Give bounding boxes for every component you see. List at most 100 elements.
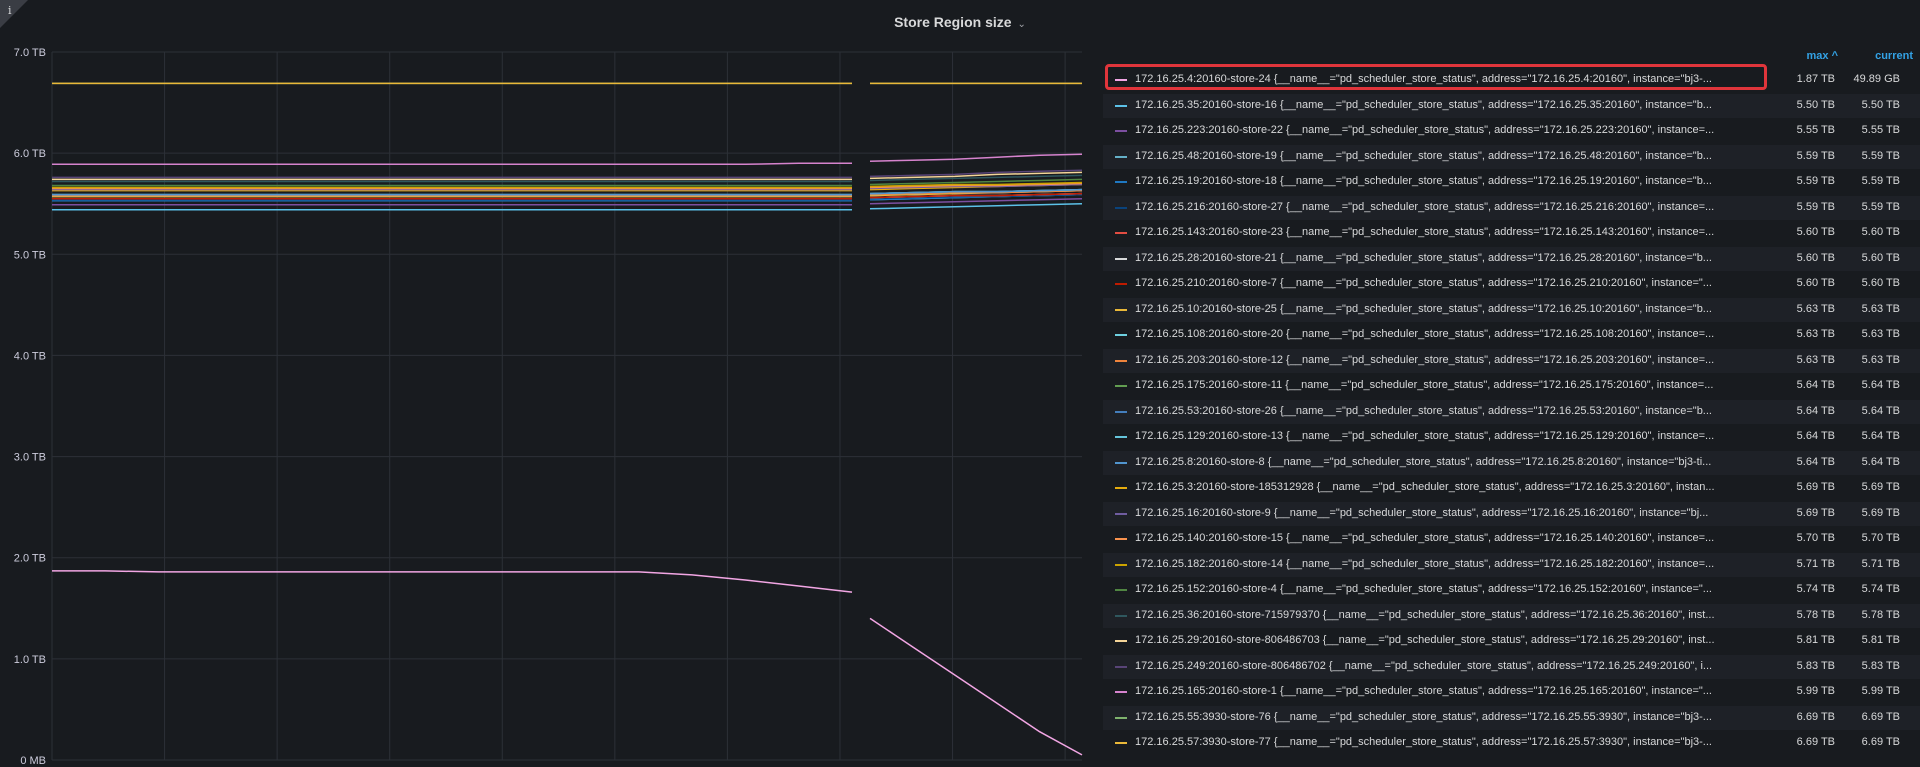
legend-swatch-icon[interactable] bbox=[1115, 512, 1127, 515]
legend-series-name[interactable]: 172.16.25.19:20160-store-18 {__name__="p… bbox=[1135, 175, 1712, 187]
legend-series-name[interactable]: 172.16.25.152:20160-store-4 {__name__="p… bbox=[1135, 583, 1712, 595]
legend-swatch-icon[interactable] bbox=[1115, 155, 1127, 158]
legend-header-max[interactable]: max ^ bbox=[1806, 50, 1839, 62]
legend-item[interactable]: 172.16.25.203:20160-store-12 {__name__="… bbox=[1103, 348, 1920, 373]
legend-item[interactable]: 172.16.25.165:20160-store-1 {__name__="p… bbox=[1103, 680, 1920, 704]
legend-swatch-icon[interactable] bbox=[1115, 232, 1127, 234]
legend-swatch-icon[interactable] bbox=[1115, 640, 1127, 642]
legend-swatch-icon[interactable] bbox=[1115, 359, 1127, 362]
legend-series-name[interactable]: 172.16.25.48:20160-store-19 {__name__="p… bbox=[1135, 149, 1712, 162]
legend-series-name[interactable]: 172.16.25.28:20160-store-21 {__name__="p… bbox=[1135, 251, 1712, 264]
legend-item[interactable]: 172.16.25.53:20160-store-26 {__name__="p… bbox=[1103, 399, 1920, 424]
legend-series-name[interactable]: 172.16.25.165:20160-store-1 {__name__="p… bbox=[1135, 685, 1712, 697]
legend-item[interactable]: 172.16.25.10:20160-store-25 {__name__="p… bbox=[1103, 297, 1920, 322]
legend-swatch-icon[interactable] bbox=[1115, 538, 1127, 540]
legend-series-name[interactable]: 172.16.25.3:20160-store-185312928 {__nam… bbox=[1135, 481, 1715, 493]
legend-series-name[interactable]: 172.16.25.8:20160-store-8 {__name__="pd_… bbox=[1135, 455, 1712, 468]
legend-series-name[interactable]: 172.16.25.29:20160-store-806486703 {__na… bbox=[1135, 634, 1715, 646]
legend-swatch-icon[interactable] bbox=[1115, 436, 1127, 438]
legend-item[interactable]: 172.16.25.3:20160-store-185312928 {__nam… bbox=[1103, 476, 1920, 500]
legend-swatch-icon[interactable] bbox=[1115, 461, 1127, 464]
legend-swatch-icon[interactable] bbox=[1115, 410, 1127, 413]
legend-swatch-icon[interactable] bbox=[1115, 308, 1127, 311]
legend-series-name[interactable]: 172.16.25.175:20160-store-11 {__name__="… bbox=[1135, 379, 1714, 391]
legend-item[interactable]: 172.16.25.29:20160-store-806486703 {__na… bbox=[1103, 629, 1920, 653]
series-line[interactable] bbox=[52, 169, 1083, 179]
legend-item[interactable]: 172.16.25.55:3930-store-76 {__name__="pd… bbox=[1103, 705, 1920, 730]
series-line[interactable] bbox=[52, 197, 1083, 206]
legend-swatch-icon[interactable] bbox=[1115, 614, 1127, 617]
legend-swatch-icon[interactable] bbox=[1115, 206, 1127, 209]
legend-item[interactable]: 172.16.25.249:20160-store-806486702 {__n… bbox=[1103, 654, 1920, 679]
legend-item[interactable]: 172.16.25.216:20160-store-27 {__name__="… bbox=[1103, 195, 1920, 220]
legend-series-name[interactable]: 172.16.25.249:20160-store-806486702 {__n… bbox=[1135, 659, 1713, 672]
legend-series-name[interactable]: 172.16.25.16:20160-store-9 {__name__="pd… bbox=[1135, 506, 1709, 519]
legend-swatch-icon[interactable] bbox=[1115, 385, 1127, 387]
legend-series-name[interactable]: 172.16.25.55:3930-store-76 {__name__="pd… bbox=[1135, 710, 1712, 723]
legend-series-name[interactable]: 172.16.25.143:20160-store-23 {__name__="… bbox=[1135, 226, 1715, 238]
legend-swatch-icon[interactable] bbox=[1115, 691, 1127, 693]
legend-series-name[interactable]: 172.16.25.4:20160-store-24 {__name__="pd… bbox=[1135, 73, 1712, 85]
legend-item[interactable]: 172.16.25.19:20160-store-18 {__name__="p… bbox=[1103, 170, 1920, 194]
series-line[interactable] bbox=[52, 202, 1083, 211]
legend-swatch-icon[interactable] bbox=[1115, 487, 1127, 489]
legend-swatch-icon[interactable] bbox=[1115, 563, 1127, 566]
legend-item[interactable]: 172.16.25.152:20160-store-4 {__name__="p… bbox=[1103, 578, 1920, 602]
legend-swatch-icon[interactable] bbox=[1115, 665, 1127, 668]
series-line[interactable] bbox=[52, 174, 1083, 183]
legend-swatch-icon[interactable] bbox=[1115, 181, 1127, 183]
legend-item[interactable]: 172.16.25.175:20160-store-11 {__name__="… bbox=[1103, 374, 1920, 398]
legend-item[interactable]: 172.16.25.57:3930-store-77 {__name__="pd… bbox=[1103, 731, 1920, 755]
series-line[interactable] bbox=[52, 188, 1083, 196]
legend-swatch-icon[interactable] bbox=[1115, 742, 1127, 744]
legend-item[interactable]: 172.16.25.182:20160-store-14 {__name__="… bbox=[1103, 552, 1920, 577]
legend-item[interactable]: 172.16.25.28:20160-store-21 {__name__="p… bbox=[1103, 246, 1920, 271]
legend-swatch-icon[interactable] bbox=[1115, 716, 1127, 719]
series-line[interactable] bbox=[52, 189, 1083, 197]
legend-series-name[interactable]: 172.16.25.35:20160-store-16 {__name__="p… bbox=[1135, 98, 1712, 111]
legend-series-name[interactable]: 172.16.25.203:20160-store-12 {__name__="… bbox=[1135, 353, 1715, 366]
series-line[interactable] bbox=[52, 193, 1083, 201]
legend-swatch-icon[interactable] bbox=[1115, 104, 1127, 107]
legend-item[interactable]: 172.16.25.210:20160-store-7 {__name__="p… bbox=[1103, 272, 1920, 296]
chevron-down-icon[interactable]: ⌄ bbox=[1017, 19, 1026, 30]
series-line[interactable] bbox=[52, 192, 1083, 200]
legend-series-name[interactable]: 172.16.25.210:20160-store-7 {__name__="p… bbox=[1135, 277, 1712, 289]
legend-swatch-icon[interactable] bbox=[1115, 283, 1127, 285]
series-line[interactable] bbox=[52, 171, 1083, 181]
legend-series-name[interactable]: 172.16.25.216:20160-store-27 {__name__="… bbox=[1135, 200, 1715, 213]
legend-item[interactable]: 172.16.25.129:20160-store-13 {__name__="… bbox=[1103, 425, 1920, 449]
legend-series-name[interactable]: 172.16.25.108:20160-store-20 {__name__="… bbox=[1135, 328, 1715, 340]
panel-info-corner[interactable] bbox=[0, 0, 28, 28]
legend-series-name[interactable]: 172.16.25.53:20160-store-26 {__name__="p… bbox=[1135, 404, 1712, 417]
legend-item[interactable]: 172.16.25.108:20160-store-20 {__name__="… bbox=[1103, 323, 1920, 347]
legend-series-name[interactable]: 172.16.25.36:20160-store-715979370 {__na… bbox=[1135, 608, 1715, 621]
series-line[interactable] bbox=[52, 178, 1083, 187]
legend-item[interactable]: 172.16.25.223:20160-store-22 {__name__="… bbox=[1103, 119, 1920, 143]
legend-series-name[interactable]: 172.16.25.223:20160-store-22 {__name__="… bbox=[1135, 124, 1715, 136]
legend-series-name[interactable]: 172.16.25.57:3930-store-77 {__name__="pd… bbox=[1135, 736, 1712, 748]
legend-item[interactable]: 172.16.25.140:20160-store-15 {__name__="… bbox=[1103, 527, 1920, 551]
legend-item[interactable]: 172.16.25.143:20160-store-23 {__name__="… bbox=[1103, 221, 1920, 245]
legend-item[interactable]: 172.16.25.48:20160-store-19 {__name__="p… bbox=[1103, 144, 1920, 169]
series-line[interactable] bbox=[52, 153, 1083, 166]
panel-title[interactable]: Store Region size bbox=[894, 14, 1012, 30]
legend-swatch-icon[interactable] bbox=[1115, 79, 1127, 81]
legend-swatch-icon[interactable] bbox=[1115, 257, 1127, 260]
series-line[interactable] bbox=[52, 183, 1083, 191]
legend-series-name[interactable]: 172.16.25.10:20160-store-25 {__name__="p… bbox=[1135, 302, 1712, 315]
legend-series-name[interactable]: 172.16.25.182:20160-store-14 {__name__="… bbox=[1135, 557, 1715, 570]
legend-item[interactable]: 172.16.25.35:20160-store-16 {__name__="p… bbox=[1103, 93, 1920, 118]
legend-header-current[interactable]: current bbox=[1875, 50, 1913, 62]
info-icon[interactable]: i bbox=[8, 4, 12, 17]
legend-swatch-icon[interactable] bbox=[1115, 130, 1127, 132]
legend-item[interactable]: 172.16.25.36:20160-store-715979370 {__na… bbox=[1103, 603, 1920, 628]
legend-series-name[interactable]: 172.16.25.140:20160-store-15 {__name__="… bbox=[1135, 532, 1715, 544]
legend-item[interactable]: 172.16.25.4:20160-store-24 {__name__="pd… bbox=[1103, 68, 1920, 92]
legend-series-name[interactable]: 172.16.25.129:20160-store-13 {__name__="… bbox=[1135, 430, 1715, 442]
legend-swatch-icon[interactable] bbox=[1115, 334, 1127, 336]
series-line[interactable] bbox=[52, 570, 1083, 756]
series-line[interactable] bbox=[52, 181, 1083, 189]
legend-swatch-icon[interactable] bbox=[1115, 589, 1127, 591]
